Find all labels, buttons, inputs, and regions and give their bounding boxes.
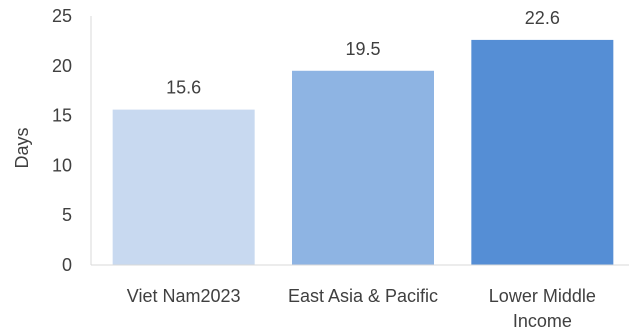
y-axis-ticks: 0 5 10 15 20 25 bbox=[52, 6, 72, 275]
y-tick-label: 15 bbox=[52, 106, 72, 126]
y-tick-label: 5 bbox=[62, 205, 72, 225]
y-tick-label: 0 bbox=[62, 255, 72, 275]
data-label: 19.5 bbox=[345, 39, 380, 59]
y-tick-label: 25 bbox=[52, 6, 72, 26]
bar bbox=[292, 70, 434, 265]
y-tick-label: 10 bbox=[52, 155, 72, 175]
y-axis-label: Days bbox=[12, 127, 32, 168]
y-tick-label: 20 bbox=[52, 56, 72, 76]
x-tick-label: Income bbox=[513, 311, 572, 331]
bar bbox=[112, 109, 255, 266]
bars bbox=[112, 39, 614, 266]
x-axis-labels: Viet Nam2023 East Asia & Pacific Lower Mid… bbox=[127, 286, 596, 331]
x-tick-label: Lower Middle bbox=[489, 286, 596, 306]
data-label: 22.6 bbox=[525, 8, 560, 28]
bar bbox=[471, 39, 614, 266]
x-tick-label: Viet Nam2023 bbox=[127, 286, 241, 306]
data-label: 15.6 bbox=[166, 78, 201, 98]
data-labels: 15.6 19.5 22.6 bbox=[166, 8, 560, 98]
x-tick-label: East Asia & Pacific bbox=[288, 286, 438, 306]
